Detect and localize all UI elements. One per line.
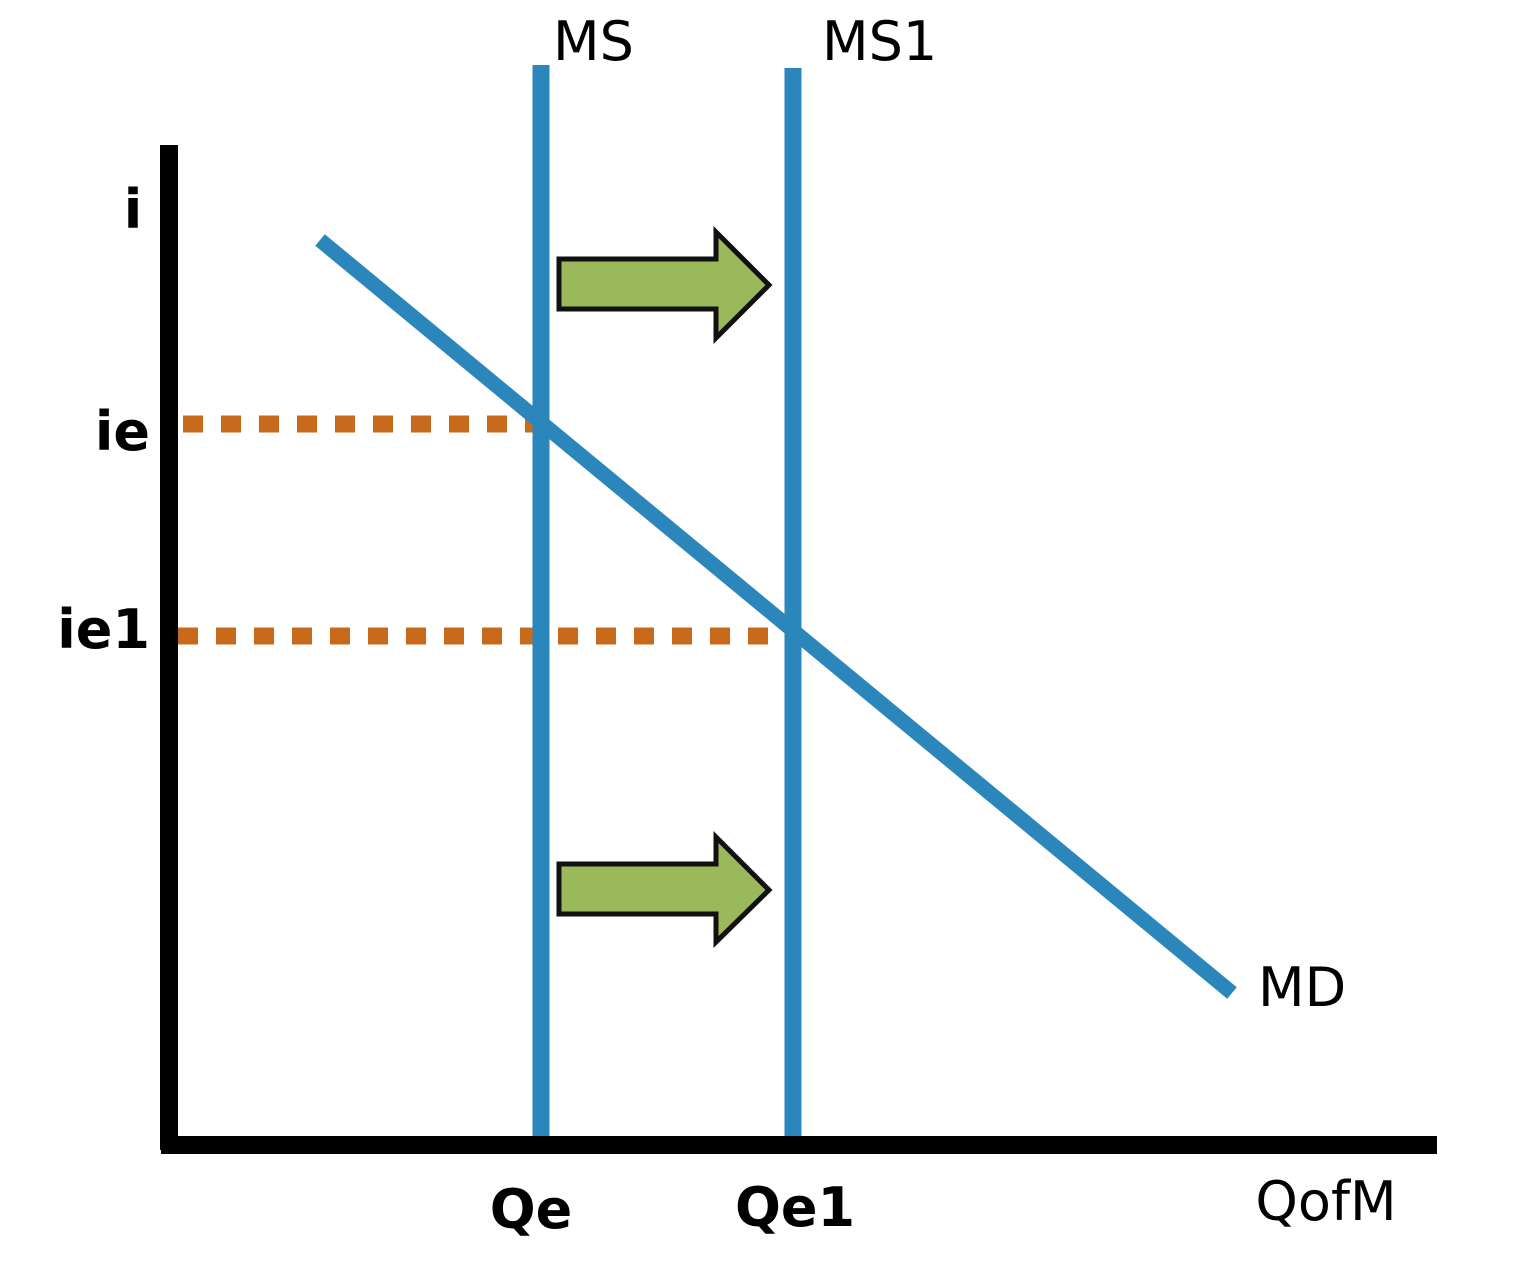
qe-label: Qe <box>490 1178 573 1241</box>
shift-arrow-bottom-icon <box>556 830 773 948</box>
y-axis-label: i <box>124 178 143 241</box>
ie1-label: ie1 <box>57 598 150 661</box>
ie-label: ie <box>95 400 150 463</box>
qe1-label: Qe1 <box>735 1176 855 1239</box>
ms1-label: MS1 <box>822 10 937 73</box>
shift-arrow-top-icon <box>556 225 773 345</box>
md-label: MD <box>1258 956 1346 1019</box>
ms-label: MS <box>553 10 634 73</box>
x-axis-label: QofM <box>1255 1170 1396 1233</box>
md-curve <box>315 234 1237 999</box>
